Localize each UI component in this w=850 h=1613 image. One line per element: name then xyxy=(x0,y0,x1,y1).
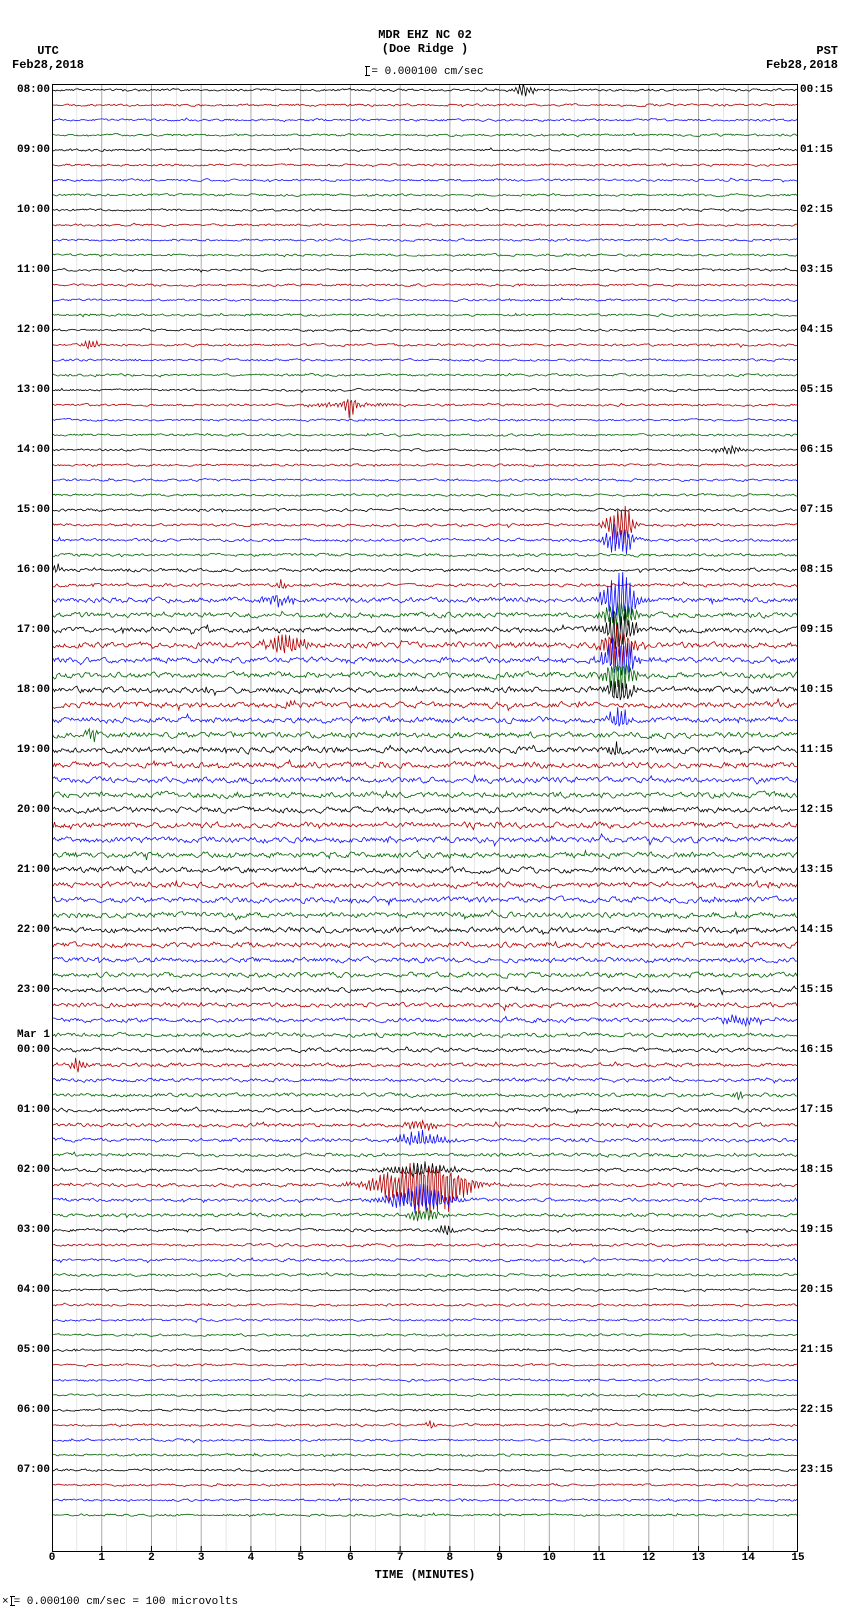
left-time-label: 20:00 xyxy=(0,804,50,816)
left-time-label: 17:00 xyxy=(0,624,50,636)
x-axis: TIME (MINUTES) 0123456789101112131415 xyxy=(52,1552,798,1592)
right-time-label: 01:15 xyxy=(800,144,850,156)
left-time-label: 19:00 xyxy=(0,744,50,756)
left-time-label: 09:00 xyxy=(0,144,50,156)
right-time-label: 04:15 xyxy=(800,324,850,336)
x-tick: 0 xyxy=(49,1552,56,1564)
right-time-label: 11:15 xyxy=(800,744,850,756)
x-tick: 8 xyxy=(447,1552,454,1564)
x-tick: 12 xyxy=(642,1552,655,1564)
x-tick: 4 xyxy=(248,1552,255,1564)
left-time-label: 16:00 xyxy=(0,564,50,576)
left-time-label: 05:00 xyxy=(0,1344,50,1356)
left-time-label: 12:00 xyxy=(0,324,50,336)
left-time-label: 15:00 xyxy=(0,504,50,516)
right-time-label: 03:15 xyxy=(800,264,850,276)
right-time-label: 14:15 xyxy=(800,924,850,936)
right-time-label: 16:15 xyxy=(800,1044,850,1056)
x-tick: 6 xyxy=(347,1552,354,1564)
x-tick: 11 xyxy=(592,1552,605,1564)
right-time-label: 22:15 xyxy=(800,1404,850,1416)
x-tick: 7 xyxy=(397,1552,404,1564)
left-time-label: Mar 1 xyxy=(0,1029,50,1041)
x-axis-label: TIME (MINUTES) xyxy=(375,1568,476,1582)
left-time-label: 22:00 xyxy=(0,924,50,936)
right-time-label: 20:15 xyxy=(800,1284,850,1296)
right-time-label: 12:15 xyxy=(800,804,850,816)
right-time-label: 19:15 xyxy=(800,1224,850,1236)
station-id: MDR EHZ NC 02 xyxy=(0,28,850,42)
header: MDR EHZ NC 02 (Doe Ridge ) = 0.000100 cm… xyxy=(0,0,850,84)
left-time-label: 13:00 xyxy=(0,384,50,396)
right-time-label: 23:15 xyxy=(800,1464,850,1476)
scale-legend: = 0.000100 cm/sec xyxy=(0,66,850,78)
left-time-label: 06:00 xyxy=(0,1404,50,1416)
left-time-label: 07:00 xyxy=(0,1464,50,1476)
x-tick: 2 xyxy=(148,1552,155,1564)
station-name: (Doe Ridge ) xyxy=(0,42,850,56)
right-time-label: 08:15 xyxy=(800,564,850,576)
x-tick: 15 xyxy=(791,1552,804,1564)
left-time-label: 11:00 xyxy=(0,264,50,276)
right-time-label: 09:15 xyxy=(800,624,850,636)
right-time-label: 06:15 xyxy=(800,444,850,456)
x-tick: 1 xyxy=(98,1552,105,1564)
left-time-label: 14:00 xyxy=(0,444,50,456)
right-time-label: 15:15 xyxy=(800,984,850,996)
right-time-label: 00:15 xyxy=(800,84,850,96)
left-time-label: 01:00 xyxy=(0,1104,50,1116)
left-time-label: 04:00 xyxy=(0,1284,50,1296)
footer-scale: ×= 0.000100 cm/sec = 100 microvolts xyxy=(0,1592,850,1608)
right-time-label: 10:15 xyxy=(800,684,850,696)
x-tick: 13 xyxy=(692,1552,705,1564)
left-time-label: 18:00 xyxy=(0,684,50,696)
right-time-label: 21:15 xyxy=(800,1344,850,1356)
left-time-label: 03:00 xyxy=(0,1224,50,1236)
utc-label: UTC Feb28,2018 xyxy=(12,44,84,72)
left-time-label: 00:00 xyxy=(0,1044,50,1056)
x-tick: 9 xyxy=(496,1552,503,1564)
left-time-label: 10:00 xyxy=(0,204,50,216)
seismogram-plot xyxy=(52,84,798,1552)
pst-label: PST Feb28,2018 xyxy=(766,44,838,72)
right-time-label: 02:15 xyxy=(800,204,850,216)
right-time-label: 18:15 xyxy=(800,1164,850,1176)
left-time-label: 02:00 xyxy=(0,1164,50,1176)
x-tick: 5 xyxy=(297,1552,304,1564)
right-time-label: 13:15 xyxy=(800,864,850,876)
right-time-label: 05:15 xyxy=(800,384,850,396)
x-tick: 14 xyxy=(742,1552,755,1564)
x-tick: 3 xyxy=(198,1552,205,1564)
left-time-label: 08:00 xyxy=(0,84,50,96)
left-time-label: 21:00 xyxy=(0,864,50,876)
right-time-label: 17:15 xyxy=(800,1104,850,1116)
x-tick: 10 xyxy=(543,1552,556,1564)
right-time-label: 07:15 xyxy=(800,504,850,516)
left-time-label: 23:00 xyxy=(0,984,50,996)
